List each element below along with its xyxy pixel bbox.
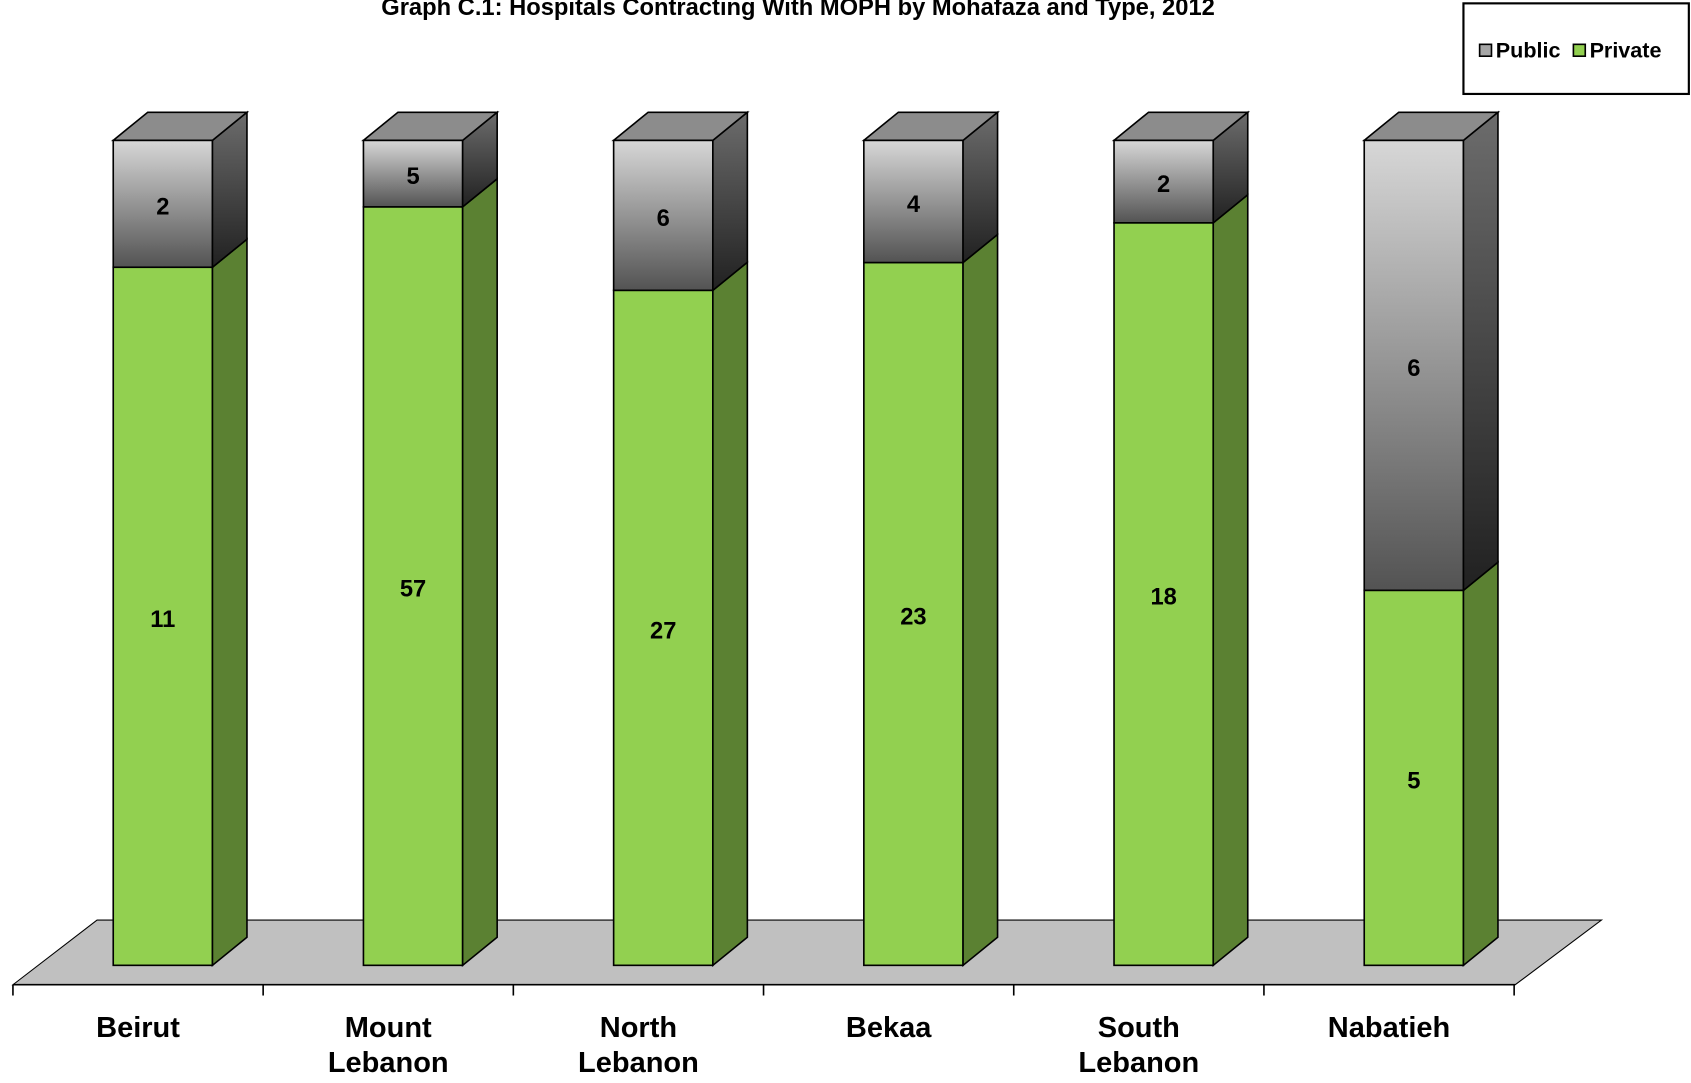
- x-tick-label: Nabatieh: [1327, 1011, 1451, 1044]
- bar-side: [712, 260, 749, 968]
- data-label: 6: [1407, 356, 1420, 382]
- bar-segment: [361, 110, 500, 209]
- bar-segment: [611, 110, 750, 293]
- bar-front: [1113, 139, 1215, 224]
- chart-title: Graph C.1: Hospitals Contracting With MO…: [381, 0, 1215, 21]
- bar-front: [1363, 589, 1465, 967]
- bar-front: [1363, 139, 1465, 592]
- bar-top: [1111, 111, 1251, 142]
- bar-top: [110, 111, 250, 142]
- x-tick-label: Bekaa: [845, 1011, 932, 1044]
- bar-segment: [362, 177, 498, 968]
- bar-front: [1113, 222, 1215, 967]
- data-label: 27: [650, 618, 676, 644]
- bar-segment: [110, 110, 250, 269]
- bar-top: [611, 111, 750, 142]
- data-label: 57: [400, 577, 426, 603]
- bar-top: [861, 111, 1000, 142]
- data-label: 23: [900, 605, 926, 631]
- legend-swatch: [1478, 43, 1493, 58]
- data-label: 11: [150, 607, 175, 633]
- bar-segment: [112, 237, 248, 968]
- bar-front: [112, 266, 214, 967]
- bar-segment: [1361, 110, 1501, 593]
- bar-segment: [1113, 193, 1249, 968]
- bar-front: [863, 139, 964, 264]
- bar-front: [863, 261, 964, 967]
- data-label: 5: [1407, 768, 1420, 794]
- data-label: 6: [657, 206, 670, 232]
- data-label: 18: [1150, 585, 1176, 611]
- bar-front: [362, 139, 464, 208]
- bar-side: [1462, 110, 1499, 593]
- floor: [11, 919, 1604, 986]
- bar-front: [612, 289, 714, 967]
- bar-segment: [861, 110, 1000, 265]
- bar-top: [361, 111, 500, 142]
- legend-label: Private: [1590, 38, 1662, 63]
- x-tick-label: Mount Lebanon: [327, 1011, 449, 1079]
- bar-side: [962, 232, 999, 968]
- bar-top: [1361, 111, 1501, 142]
- bar-segment: [1111, 110, 1251, 225]
- bar-front: [612, 139, 714, 292]
- data-label: 2: [156, 194, 169, 220]
- bar-side: [712, 110, 749, 293]
- bar-segment: [863, 232, 999, 968]
- data-label: 4: [907, 192, 921, 218]
- legend-swatch: [1572, 43, 1587, 58]
- bar-segment: [1363, 560, 1499, 968]
- bar-segment: [612, 260, 749, 968]
- data-label: 2: [1157, 172, 1170, 198]
- bar-side: [1212, 193, 1249, 968]
- x-tick-label: Beirut: [96, 1011, 180, 1044]
- bar-side: [211, 237, 248, 968]
- legend-label: Public: [1496, 38, 1561, 63]
- bar-side: [1462, 560, 1499, 968]
- x-tick-label: North Lebanon: [578, 1011, 699, 1079]
- bar-side: [461, 177, 498, 968]
- x-tick-label: South Lebanon: [1078, 1011, 1200, 1079]
- data-label: 5: [406, 164, 419, 190]
